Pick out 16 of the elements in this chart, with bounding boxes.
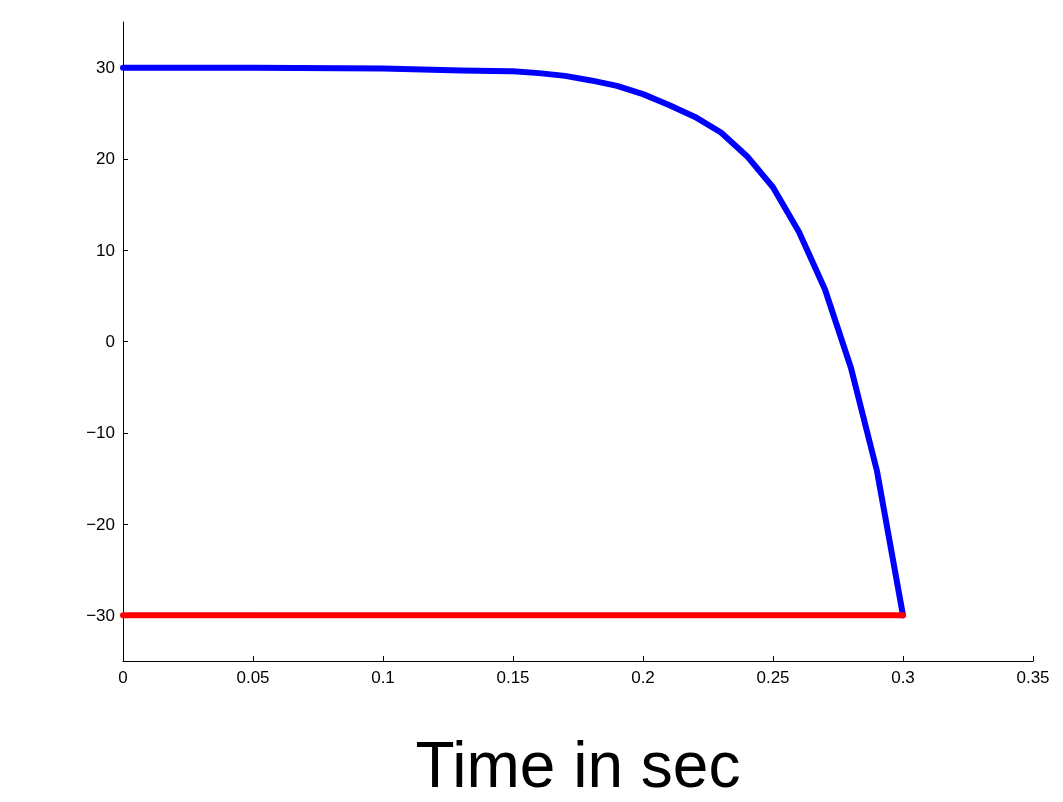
y-tick-label: −30 — [86, 605, 115, 625]
x-tick-label: 0.1 — [371, 668, 395, 687]
y-tick-label: 20 — [96, 149, 115, 169]
x-tick-label: 0.2 — [631, 668, 655, 687]
x-tick-label: 0.25 — [756, 668, 790, 687]
y-tick-label: 10 — [96, 240, 115, 260]
y-tick-label: 0 — [105, 332, 115, 351]
y-tick-label: −20 — [86, 514, 115, 534]
y-tick-label: 30 — [96, 58, 115, 78]
x-tick-label: 0.05 — [236, 668, 270, 687]
x-axis-title: Time in sec — [415, 729, 741, 801]
x-tick-label: 0.35 — [1016, 668, 1050, 687]
x-tick-label: 0 — [118, 668, 128, 687]
x-tick-label: 0.15 — [496, 668, 530, 687]
y-tick-label: −10 — [86, 423, 115, 443]
x-tick-label: 0.3 — [891, 668, 915, 687]
